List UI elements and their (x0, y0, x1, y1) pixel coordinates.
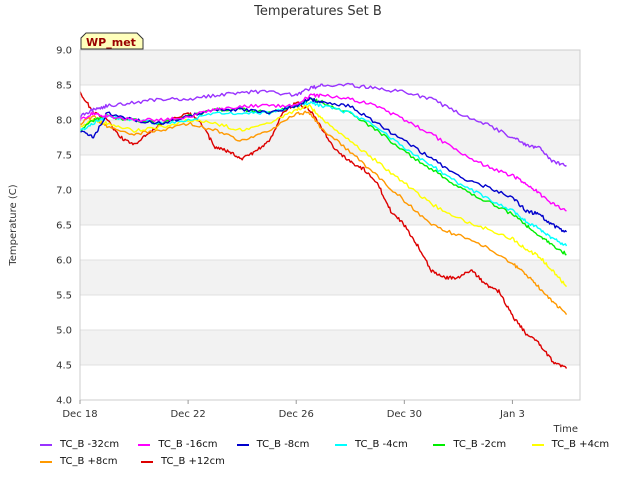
y-tick-label: 5.0 (56, 326, 72, 337)
legend-swatch (531, 443, 544, 446)
legend-swatch (141, 460, 153, 463)
legend-swatch (40, 460, 52, 463)
chart-title: Temperatures Set B (253, 4, 382, 19)
legend-item: TC_B -2cm (433, 439, 531, 450)
y-tick-label: 9.0 (56, 46, 72, 57)
legend-swatch (334, 443, 347, 446)
legend-label: TC_B +4cm (551, 439, 610, 450)
series-line (79, 97, 567, 256)
x-tick-label: Dec 26 (279, 409, 314, 420)
legend-swatch (40, 443, 52, 446)
legend-label: TC_B -2cm (453, 439, 507, 450)
legend-row: TC_B -32cm TC_B -16cm TC_B -8cm TC_B -4cm TC… (40, 436, 630, 453)
x-tick-label: Dec 22 (170, 409, 205, 420)
y-tick-label: 6.0 (56, 256, 72, 267)
legend-swatch (138, 443, 151, 446)
y-axis: 4.0 4.5 5.0 5.5 6.0 6.5 7.0 7.5 8.0 8.5 9.0 (56, 46, 72, 407)
series-line (79, 91, 568, 369)
legend-row: TC_B +8cm TC_B +12cm (40, 453, 630, 470)
y-axis-label: Temperature (C) (8, 184, 19, 266)
legend-label: TC_B -4cm (354, 439, 408, 450)
series-line (79, 93, 567, 212)
legend-swatch (433, 443, 446, 446)
y-tick-label: 7.0 (56, 186, 72, 197)
y-tick-label: 6.5 (56, 221, 72, 232)
legend: TC_B -32cm TC_B -16cm TC_B -8cm TC_B -4cm TC… (40, 436, 630, 470)
series-line (79, 82, 567, 167)
grid-band (80, 50, 580, 85)
legend-label: TC_B -8cm (256, 439, 310, 450)
legend-item: TC_B -16cm (138, 439, 236, 450)
y-tick-label: 4.0 (56, 396, 72, 407)
legend-label: TC_B -32cm (60, 439, 120, 450)
grid-band (80, 330, 580, 365)
y-tick-label: 8.5 (56, 81, 72, 92)
grid-band (80, 260, 580, 295)
plot-frame (79, 49, 581, 401)
x-tick-label: Dec 30 (387, 409, 422, 420)
y-tick-label: 4.5 (56, 361, 72, 372)
x-axis: Dec 18 Dec 22 Dec 26 Dec 30 Jan 3 (62, 400, 525, 420)
legend-item: TC_B -32cm (40, 439, 138, 450)
legend-item: TC_B +4cm (531, 439, 630, 450)
series-line (79, 110, 568, 315)
legend-item: TC_B -8cm (236, 439, 335, 450)
series-layer (79, 82, 568, 369)
legend-label: TC_B -16cm (158, 439, 218, 450)
series-line (79, 96, 568, 233)
legend-item: TC_B -4cm (334, 439, 433, 450)
x-tick-label: Jan 3 (499, 409, 525, 420)
y-tick-label: 7.5 (56, 151, 72, 162)
annotation-box: WP_met (80, 32, 144, 50)
legend-label: TC_B +12cm (161, 456, 225, 467)
annotation-label: WP_met (86, 36, 136, 49)
legend-item: TC_B +8cm (40, 456, 141, 467)
y-tick-label: 8.0 (56, 116, 72, 127)
legend-item: TC_B +12cm (141, 456, 242, 467)
legend-swatch (236, 443, 249, 446)
x-tick-label: Dec 18 (62, 409, 97, 420)
legend-label: TC_B +8cm (60, 456, 118, 467)
x-axis-label: Time (553, 424, 578, 435)
series-line (79, 104, 568, 288)
y-tick-label: 5.5 (56, 291, 72, 302)
